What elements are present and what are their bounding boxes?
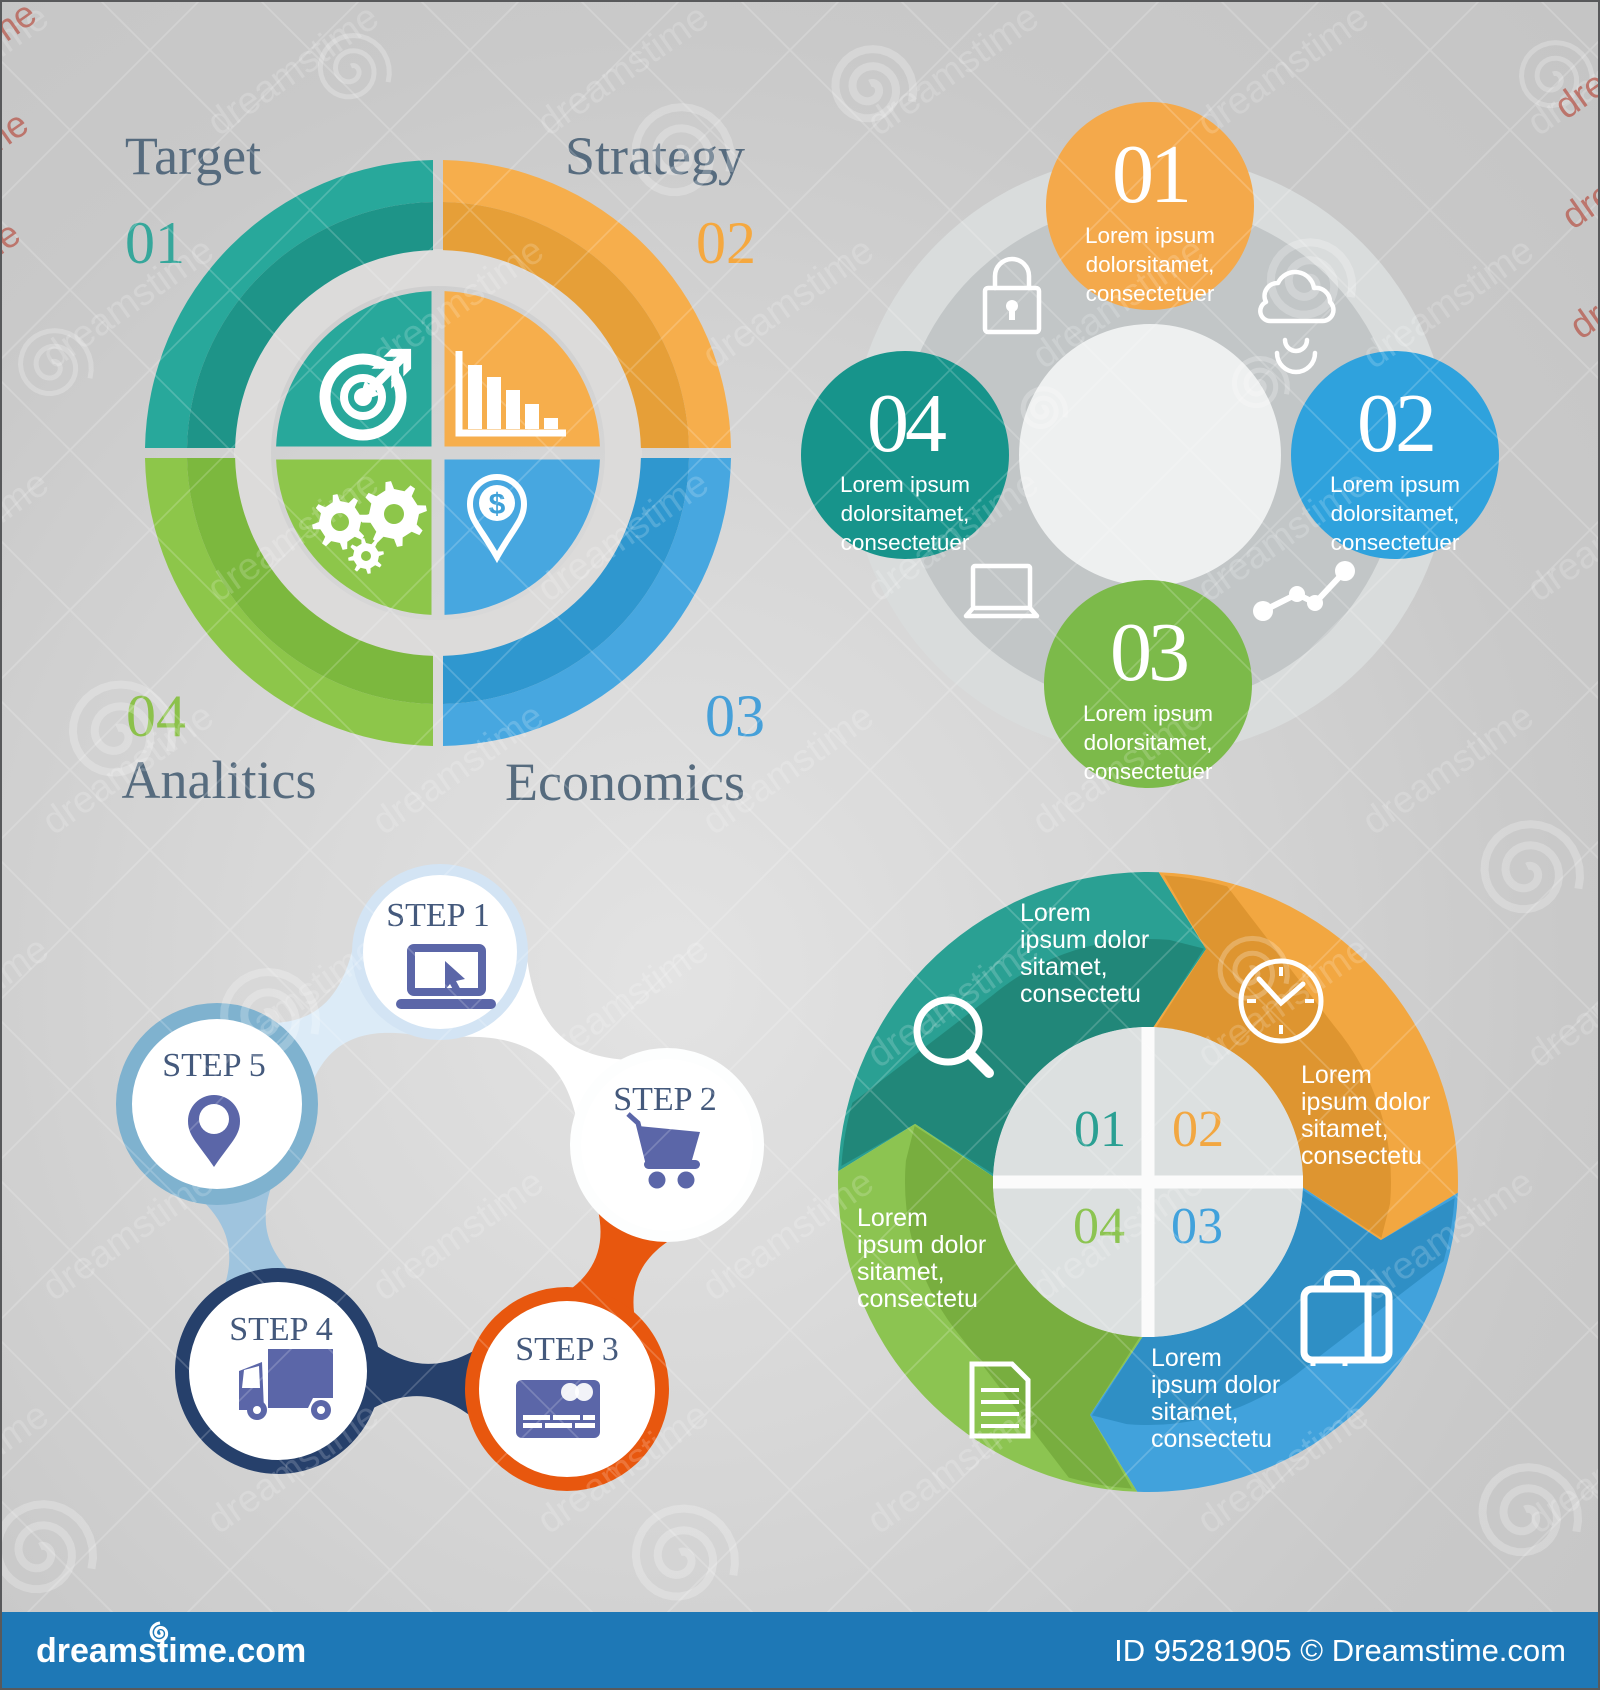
svg-text:STEP 1: STEP 1 [386, 897, 490, 934]
svg-text:03: 03 [705, 683, 765, 749]
svg-text:STEP 3: STEP 3 [515, 1331, 619, 1368]
svg-text:02: 02 [1357, 377, 1433, 470]
svg-text:consectetuer: consectetuer [841, 530, 970, 555]
svg-text:Lorem: Lorem [1301, 1061, 1372, 1089]
svg-text:STEP 2: STEP 2 [613, 1081, 717, 1118]
svg-text:dreamstime.com: dreamstime.com [36, 1632, 306, 1670]
svg-text:dolorsitamet,: dolorsitamet, [1086, 252, 1215, 277]
svg-text:01: 01 [1074, 1101, 1126, 1158]
svg-text:02: 02 [1172, 1101, 1224, 1158]
svg-text:dolorsitamet,: dolorsitamet, [1084, 730, 1213, 755]
svg-text:02: 02 [696, 210, 756, 276]
svg-text:01: 01 [1112, 128, 1188, 221]
svg-text:consectetuer: consectetuer [1331, 530, 1460, 555]
svg-text:consectetu: consectetu [1301, 1142, 1422, 1170]
svg-text:consectetuer: consectetuer [1084, 759, 1213, 784]
svg-text:Lorem: Lorem [1151, 1344, 1222, 1372]
svg-text:Lorem ipsum: Lorem ipsum [1083, 701, 1213, 726]
svg-text:ID 95281905 © Dreamstime.com: ID 95281905 © Dreamstime.com [1114, 1633, 1566, 1668]
svg-text:Lorem ipsum: Lorem ipsum [840, 472, 970, 497]
svg-text:Target: Target [125, 126, 261, 186]
svg-text:sitamet,: sitamet, [857, 1258, 945, 1286]
svg-text:Economics: Economics [505, 752, 745, 812]
svg-text:Lorem: Lorem [1020, 899, 1091, 927]
svg-text:04: 04 [867, 377, 946, 470]
svg-text:consectetu: consectetu [857, 1285, 978, 1313]
svg-text:Lorem ipsum: Lorem ipsum [1330, 472, 1460, 497]
svg-text:consectetu: consectetu [1151, 1425, 1272, 1453]
svg-text:ipsum dolor: ipsum dolor [1151, 1371, 1280, 1399]
svg-text:ipsum dolor: ipsum dolor [857, 1231, 986, 1259]
svg-text:Lorem: Lorem [857, 1204, 928, 1232]
svg-text:Analitics: Analitics [122, 750, 317, 810]
svg-text:Strategy: Strategy [565, 126, 745, 186]
svg-text:01: 01 [125, 210, 185, 276]
svg-text:Lorem ipsum: Lorem ipsum [1085, 223, 1215, 248]
svg-text:ipsum dolor: ipsum dolor [1020, 926, 1149, 954]
svg-text:STEP 4: STEP 4 [229, 1311, 333, 1348]
svg-text:dolorsitamet,: dolorsitamet, [841, 501, 970, 526]
svg-text:sitamet,: sitamet, [1301, 1115, 1389, 1143]
svg-text:dolorsitamet,: dolorsitamet, [1331, 501, 1460, 526]
svg-text:sitamet,: sitamet, [1020, 953, 1108, 981]
svg-text:ipsum dolor: ipsum dolor [1301, 1088, 1430, 1116]
svg-text:STEP 5: STEP 5 [162, 1047, 266, 1084]
svg-text:consectetu: consectetu [1020, 980, 1141, 1008]
svg-text:03: 03 [1171, 1198, 1223, 1255]
svg-text:consectetuer: consectetuer [1086, 281, 1215, 306]
svg-text:sitamet,: sitamet, [1151, 1398, 1239, 1426]
svg-text:04: 04 [126, 683, 186, 749]
svg-text:03: 03 [1110, 606, 1187, 699]
svg-text:$: $ [489, 488, 506, 521]
svg-text:04: 04 [1073, 1198, 1125, 1255]
